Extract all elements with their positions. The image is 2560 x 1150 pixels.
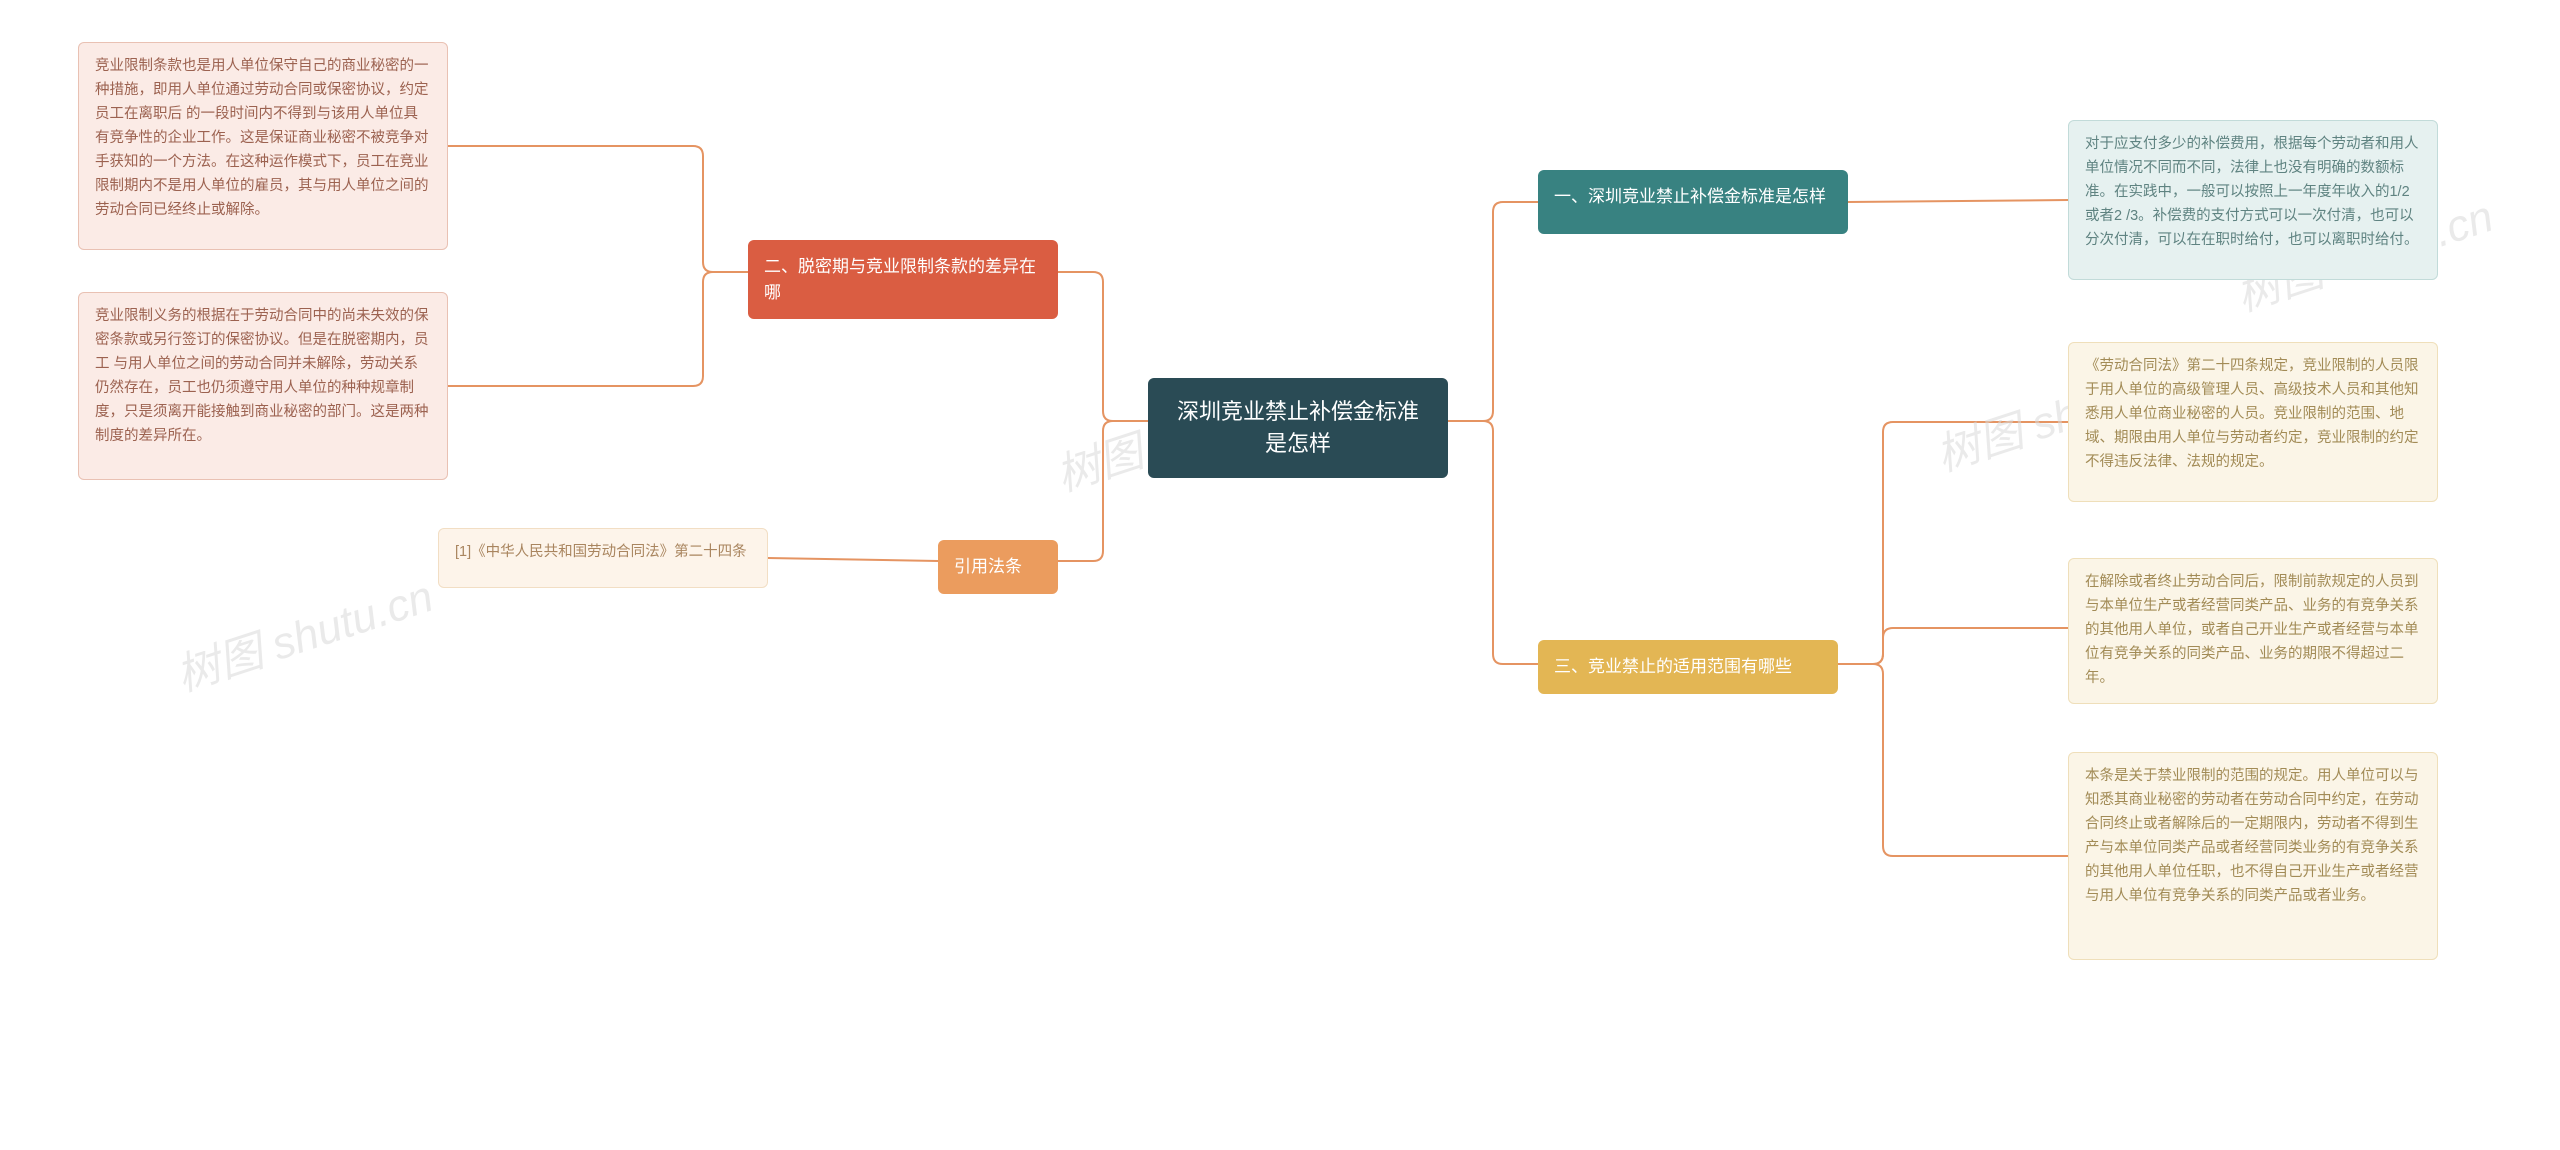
leaf-node-1a[interactable]: 对于应支付多少的补偿费用，根据每个劳动者和用人单位情况不同而不同，法律上也没有明…	[2068, 120, 2438, 280]
branch-node-citation[interactable]: 引用法条	[938, 540, 1058, 594]
branch-node-2[interactable]: 二、脱密期与竞业限制条款的差异在哪	[748, 240, 1058, 319]
leaf-node-2b[interactable]: 竞业限制义务的根据在于劳动合同中的尚未失效的保密条款或另行签订的保密协议。但是在…	[78, 292, 448, 480]
root-node[interactable]: 深圳竞业禁止补偿金标准是怎样	[1148, 378, 1448, 478]
leaf-node-3c[interactable]: 本条是关于禁业限制的范围的规定。用人单位可以与知悉其商业秘密的劳动者在劳动合同中…	[2068, 752, 2438, 960]
branch-node-1[interactable]: 一、深圳竞业禁止补偿金标准是怎样	[1538, 170, 1848, 234]
branch-node-3[interactable]: 三、竞业禁止的适用范围有哪些	[1538, 640, 1838, 694]
leaf-node-citation[interactable]: [1]《中华人民共和国劳动合同法》第二十四条	[438, 528, 768, 588]
leaf-node-2a[interactable]: 竞业限制条款也是用人单位保守自己的商业秘密的一种措施，即用人单位通过劳动合同或保…	[78, 42, 448, 250]
leaf-node-3a[interactable]: 《劳动合同法》第二十四条规定，竞业限制的人员限于用人单位的高级管理人员、高级技术…	[2068, 342, 2438, 502]
leaf-node-3b[interactable]: 在解除或者终止劳动合同后，限制前款规定的人员到与本单位生产或者经营同类产品、业务…	[2068, 558, 2438, 704]
watermark: 树图 shutu.cn	[167, 560, 440, 703]
